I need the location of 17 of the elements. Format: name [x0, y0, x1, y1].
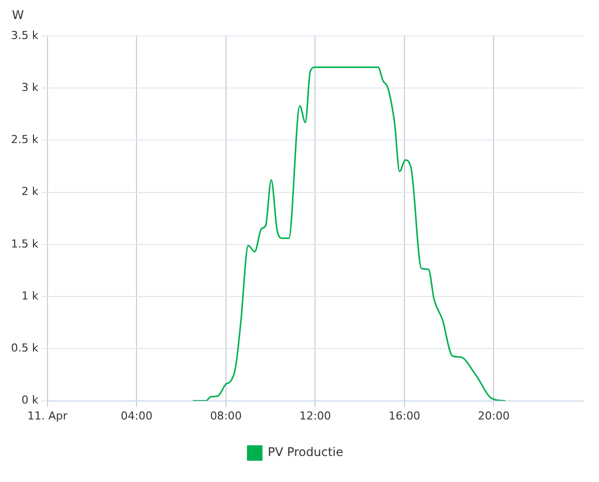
y-tick-label: 0.5 k [10, 342, 39, 355]
y-tick-label: 0 k [21, 394, 39, 407]
y-tick-label: 3.5 k [10, 28, 39, 42]
x-tick-label: 08:00 [210, 409, 242, 422]
y-tick-label: 1.5 k [10, 237, 39, 250]
y-tick-label: 2.5 k [10, 133, 39, 146]
x-tick-label: 20:00 [478, 409, 510, 422]
y-tick-label: 2 k [21, 185, 39, 198]
y-axis-title: W [12, 8, 24, 22]
x-tick-label: 04:00 [120, 409, 152, 422]
y-tick-label: 3 k [21, 80, 39, 94]
x-tick-label: 11. Apr [27, 409, 68, 422]
x-tick-label: 16:00 [388, 409, 420, 422]
legend-label: PV Productie [268, 445, 344, 460]
line-series [192, 66, 506, 401]
y-tick-label: 1 k [21, 289, 39, 302]
x-tick-label: 12:00 [299, 409, 332, 422]
